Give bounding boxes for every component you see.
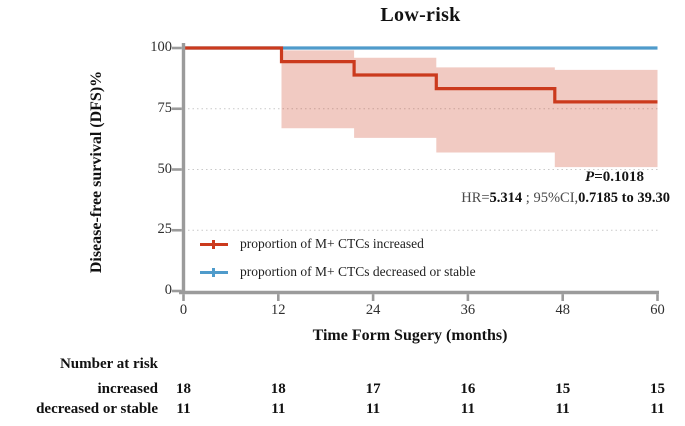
x-tick-label-36: 36 — [460, 302, 476, 318]
x-tick-label-60: 60 — [650, 302, 665, 318]
red-km-line-marker-icon — [200, 239, 228, 249]
risk-count: 11 — [366, 401, 381, 417]
hr-ci-prefix: ; 95%CI, — [522, 190, 579, 206]
risk-count: 15 — [555, 381, 571, 397]
censor-tick-icon — [212, 267, 215, 277]
p-value-annotation: P=0.1018 — [444, 169, 644, 186]
y-tick-label-50: 50 — [157, 160, 173, 177]
km-curve-increased — [183, 46, 658, 104]
x-tick-label-48: 48 — [555, 302, 570, 318]
number-at-risk-header: Number at risk — [59, 356, 158, 372]
risk-count: 11 — [650, 401, 665, 417]
risk-count: 16 — [460, 381, 476, 397]
y-tick-label-0: 0 — [164, 282, 172, 298]
risk-count: 17 — [365, 381, 381, 397]
y-tick-label-75: 75 — [157, 99, 173, 116]
risk-count: 18 — [176, 381, 191, 397]
legend-item-decreased-or-stable: proportion of M+ CTCs decreased or stabl… — [200, 264, 476, 280]
legend-label: proportion of M+ CTCs increased — [240, 236, 424, 251]
legend-label: proportion of M+ CTCs decreased or stabl… — [240, 264, 476, 279]
axes-lines — [179, 43, 659, 295]
chart-title: Low-risk — [380, 4, 461, 26]
risk-count: 15 — [650, 381, 665, 397]
legend-item-increased: proportion of M+ CTCs increased — [200, 236, 476, 252]
legend: proportion of M+ CTCs increased proporti… — [200, 236, 476, 292]
hr-ci-range: 0.7185 to 39.30 — [578, 190, 670, 206]
hr-value: 5.314 — [489, 190, 523, 206]
x-tick-label-12: 12 — [271, 302, 286, 318]
y-tick-label-100: 100 — [150, 39, 172, 55]
confidence-band-increased — [281, 50, 658, 168]
risk-count: 18 — [270, 381, 286, 397]
blue-km-line-marker-icon — [200, 267, 228, 277]
y-tick-label-25: 25 — [157, 221, 173, 238]
hazard-ratio-annotation: HR=5.314 ; 95%CI,0.7185 to 39.30 — [420, 190, 670, 207]
risk-count: 11 — [460, 401, 475, 417]
p-value: =0.1018 — [594, 169, 644, 185]
x-axis-label: Time Form Sugery (months) — [312, 327, 508, 344]
risk-row-label-decreased: decreased or stable — [36, 401, 158, 417]
x-tick-label-24: 24 — [365, 302, 381, 318]
risk-count: 11 — [555, 401, 570, 417]
p-symbol: P — [585, 169, 595, 185]
censor-tick-icon — [212, 239, 215, 249]
risk-count: 11 — [271, 401, 286, 417]
risk-count: 11 — [176, 401, 191, 417]
risk-row-label-increased: increased — [97, 381, 158, 397]
x-tick-label-0: 0 — [179, 302, 188, 318]
hr-prefix: HR= — [461, 190, 490, 206]
y-axis-label: Disease-free survival (DFS)% — [88, 70, 105, 274]
